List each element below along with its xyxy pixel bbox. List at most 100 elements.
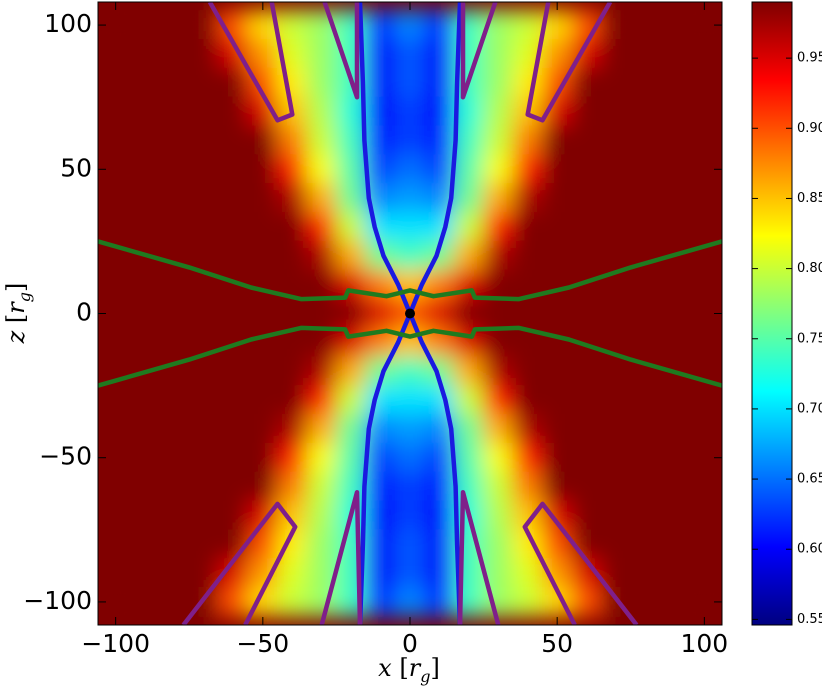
heat-cell xyxy=(247,385,279,415)
heat-cell xyxy=(630,10,661,40)
heat-cell xyxy=(218,356,249,387)
heat-cell xyxy=(277,356,308,387)
heat-cell xyxy=(159,500,190,531)
heat-cell xyxy=(453,183,485,214)
heat-cell xyxy=(159,96,190,127)
heat-cell xyxy=(689,96,720,127)
heat-cell xyxy=(689,67,720,98)
heat-cell xyxy=(335,442,367,473)
heat-cell xyxy=(600,529,632,560)
heat-cell xyxy=(571,96,602,127)
heat-cell xyxy=(512,240,543,271)
heat-cell xyxy=(571,240,602,271)
heat-cell xyxy=(424,385,455,415)
heat-cell xyxy=(424,125,455,156)
heat-cell xyxy=(306,442,337,473)
heat-cell xyxy=(188,442,220,473)
heat-cell xyxy=(100,413,131,444)
heat-cell xyxy=(541,413,573,444)
heat-cell xyxy=(129,183,161,214)
heat-cell xyxy=(159,529,190,560)
heat-cell xyxy=(630,212,661,242)
heat-cell xyxy=(541,298,573,329)
heat-cell xyxy=(100,183,131,214)
heat-cell xyxy=(365,558,396,589)
heat-cell xyxy=(188,471,220,502)
heat-cell xyxy=(600,471,632,502)
heat-cell xyxy=(277,67,308,98)
heat-cell xyxy=(159,471,190,502)
heat-cell xyxy=(541,125,573,156)
heat-cell xyxy=(188,212,220,242)
heat-cell xyxy=(129,10,161,40)
heat-cell xyxy=(630,500,661,531)
heat-cell xyxy=(188,385,220,415)
heat-cell xyxy=(541,356,573,387)
heat-cell xyxy=(100,385,131,415)
contour-line xyxy=(457,490,501,625)
heat-cell xyxy=(218,587,249,617)
heat-cell xyxy=(188,240,220,271)
heat-cell xyxy=(365,298,396,329)
heat-cell xyxy=(394,38,426,69)
heat-cell xyxy=(100,269,131,300)
heat-cell xyxy=(394,67,426,98)
heat-cell xyxy=(600,500,632,531)
heat-cell xyxy=(188,38,220,69)
heat-cell xyxy=(541,471,573,502)
heat-cell xyxy=(512,183,543,214)
heat-cell xyxy=(277,10,308,40)
heat-cell xyxy=(100,212,131,242)
heat-cell xyxy=(188,96,220,127)
heat-cell xyxy=(689,558,720,589)
contour-line xyxy=(525,2,613,123)
heat-cell xyxy=(306,356,337,387)
heat-cell xyxy=(159,38,190,69)
heat-cell xyxy=(100,500,131,531)
heat-cell xyxy=(483,385,514,415)
heat-cell xyxy=(659,413,691,444)
heat-cell xyxy=(453,327,485,358)
heat-cell xyxy=(571,587,602,617)
heat-cell xyxy=(453,413,485,444)
heat-cell xyxy=(335,154,367,185)
heat-cell xyxy=(218,96,249,127)
heat-cell xyxy=(541,212,573,242)
x-axis-label: x [rg] xyxy=(378,654,440,686)
heat-cell xyxy=(630,154,661,185)
heat-cell xyxy=(247,154,279,185)
heat-cell xyxy=(571,183,602,214)
heat-cell xyxy=(335,327,367,358)
heat-cell xyxy=(100,38,131,69)
heat-cell xyxy=(483,471,514,502)
heat-cell xyxy=(630,67,661,98)
heat-cell xyxy=(365,125,396,156)
x-tick-label: −100 xyxy=(81,629,150,658)
heat-cell xyxy=(659,10,691,40)
heat-cell xyxy=(630,183,661,214)
heat-cell xyxy=(129,212,161,242)
heat-cell xyxy=(218,125,249,156)
heat-cell xyxy=(659,529,691,560)
heat-cell xyxy=(512,10,543,40)
heat-cell xyxy=(394,471,426,502)
heat-cell xyxy=(689,269,720,300)
heat-cell xyxy=(159,558,190,589)
heat-cell xyxy=(541,327,573,358)
heat-cell xyxy=(129,413,161,444)
heat-cell xyxy=(159,442,190,473)
heat-cell xyxy=(394,240,426,271)
heat-cell xyxy=(394,385,426,415)
heat-cell xyxy=(394,558,426,589)
heat-cell xyxy=(365,10,396,40)
heat-cell xyxy=(129,327,161,358)
heat-cell xyxy=(100,96,131,127)
heat-cell xyxy=(689,125,720,156)
heat-cell xyxy=(188,154,220,185)
heat-cell xyxy=(159,269,190,300)
heat-cell xyxy=(365,38,396,69)
y-tick-label: 100 xyxy=(44,9,92,38)
heat-cell xyxy=(159,385,190,415)
heat-cell xyxy=(129,269,161,300)
